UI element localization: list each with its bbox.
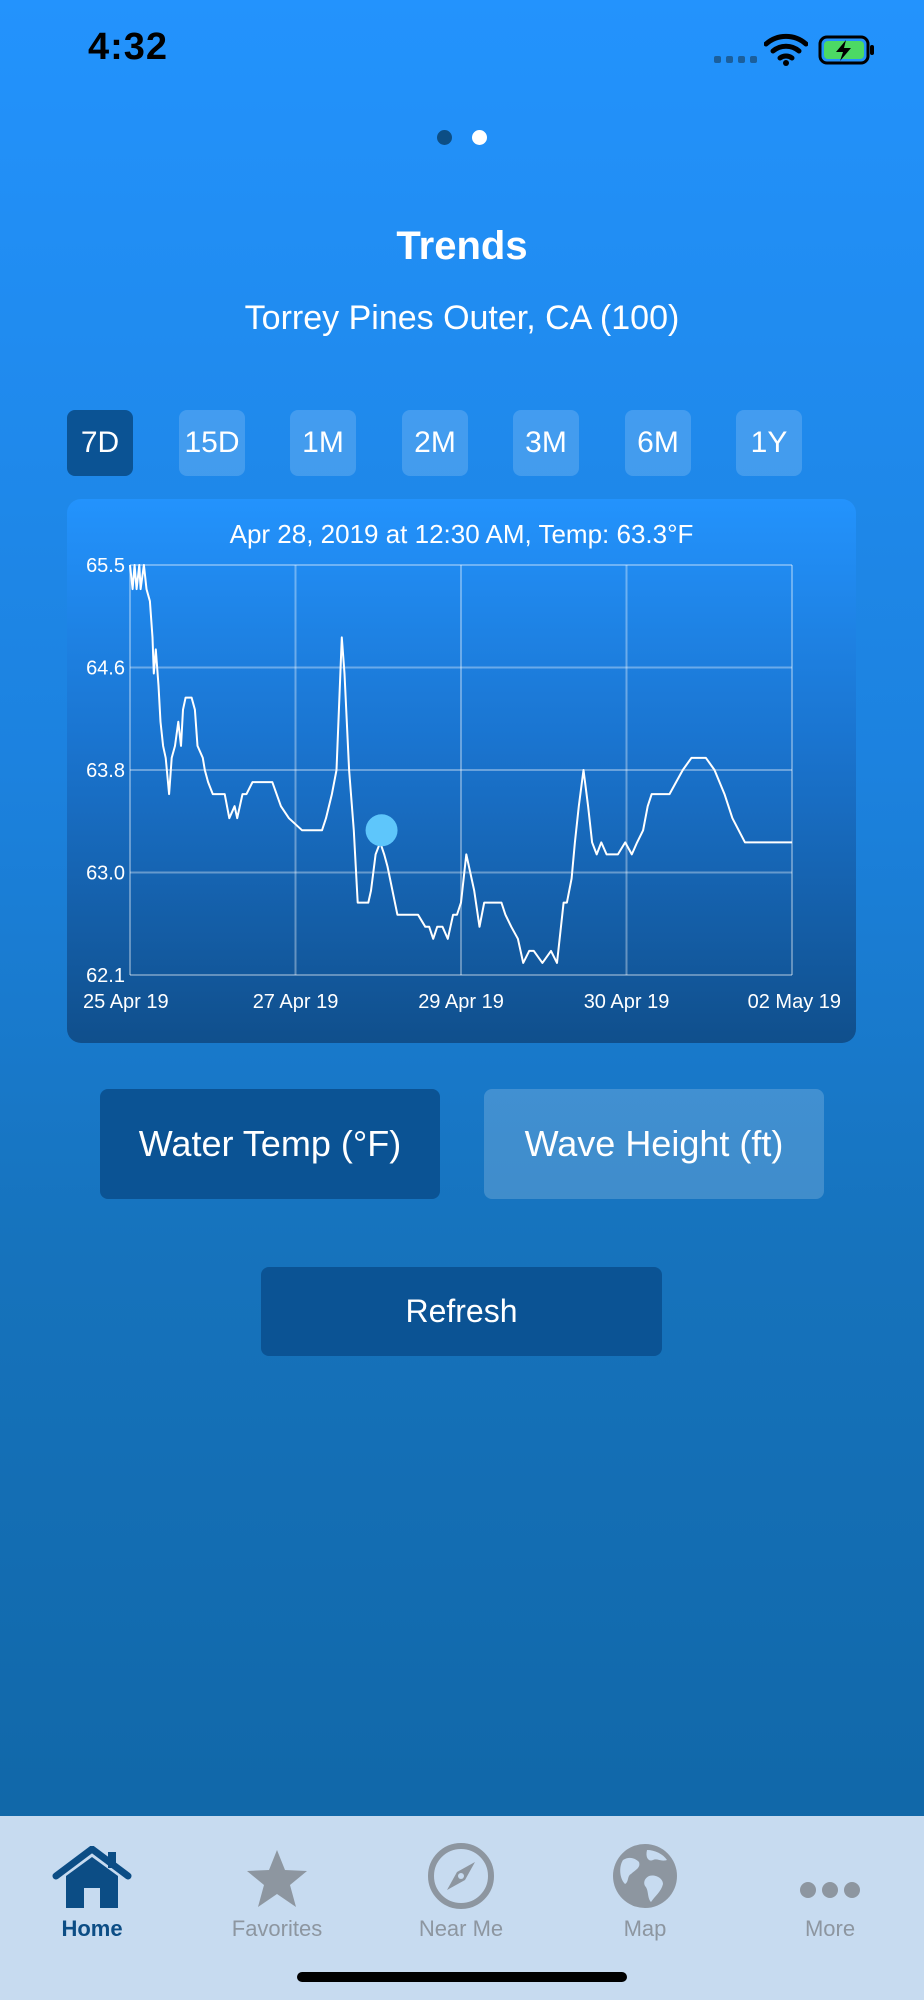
globe-icon	[613, 1844, 677, 1908]
page-indicator[interactable]	[0, 130, 924, 145]
tab-home[interactable]: Home	[12, 1824, 172, 1942]
x-tick-label: 29 Apr 19	[418, 991, 504, 1013]
wave-height-button[interactable]: Wave Height (ft)	[484, 1089, 824, 1199]
range-7d-button[interactable]: 7D	[67, 410, 133, 476]
tab-map[interactable]: Map	[565, 1824, 725, 1942]
y-tick-label: 62.1	[86, 965, 125, 987]
y-tick-label: 65.5	[86, 555, 125, 577]
tab-near-me[interactable]: Near Me	[381, 1824, 541, 1942]
y-tick-label: 64.6	[86, 658, 125, 680]
home-indicator	[297, 1972, 627, 1982]
battery-charging-icon	[818, 35, 874, 65]
range-2m-button[interactable]: 2M	[402, 410, 468, 476]
ellipsis-icon	[800, 1882, 860, 1898]
house-icon	[52, 1846, 132, 1908]
tab-more[interactable]: More	[750, 1824, 910, 1942]
status-bar: 4:32	[0, 0, 924, 100]
tab-bar: Home Favorites Near Me Map	[0, 1816, 924, 2000]
tab-favorites[interactable]: Favorites	[197, 1824, 357, 1942]
trend-chart-card[interactable]: Apr 28, 2019 at 12:30 AM, Temp: 63.3°F 6…	[67, 499, 856, 1043]
wifi-icon	[764, 33, 808, 66]
range-6m-button[interactable]: 6M	[625, 410, 691, 476]
compass-icon	[428, 1843, 494, 1909]
status-time: 4:32	[88, 26, 169, 68]
y-tick-label: 63.8	[86, 760, 125, 782]
selected-data-point	[365, 814, 398, 847]
star-icon	[247, 1850, 307, 1907]
x-tick-label: 25 Apr 19	[83, 991, 169, 1013]
range-1y-button[interactable]: 1Y	[736, 410, 802, 476]
chart-selection-readout: Apr 28, 2019 at 12:30 AM, Temp: 63.3°F	[229, 519, 694, 549]
page-dot-1[interactable]	[437, 130, 452, 145]
range-1m-button[interactable]: 1M	[290, 410, 356, 476]
page-dot-2-current[interactable]	[472, 130, 487, 145]
tab-favorites-label: Favorites	[231, 1916, 323, 1941]
y-tick-label: 63.0	[86, 863, 125, 885]
x-tick-label: 27 Apr 19	[253, 991, 339, 1013]
water-temp-series-line	[129, 564, 792, 964]
tab-map-label: Map	[623, 1916, 667, 1941]
water-temp-button[interactable]: Water Temp (°F)	[100, 1089, 440, 1199]
range-15d-button[interactable]: 15D	[179, 410, 245, 476]
x-tick-label: 02 May 19	[748, 991, 841, 1013]
page-title: Trends	[396, 224, 528, 268]
x-tick-label: 30 Apr 19	[584, 991, 670, 1013]
tab-more-label: More	[804, 1916, 856, 1941]
refresh-button[interactable]: Refresh	[261, 1267, 662, 1356]
tab-home-label: Home	[61, 1916, 123, 1941]
range-3m-button[interactable]: 3M	[513, 410, 579, 476]
temperature-line-chart[interactable]: 65.5 64.6 63.8 63.0 62.1 25 Apr 19 27 Apr 19 29…	[67, 499, 856, 1043]
station-name: Torrey Pines Outer, CA (100)	[244, 299, 680, 337]
tab-near-me-label: Near Me	[418, 1916, 504, 1941]
cellular-signal-icon	[714, 56, 757, 63]
